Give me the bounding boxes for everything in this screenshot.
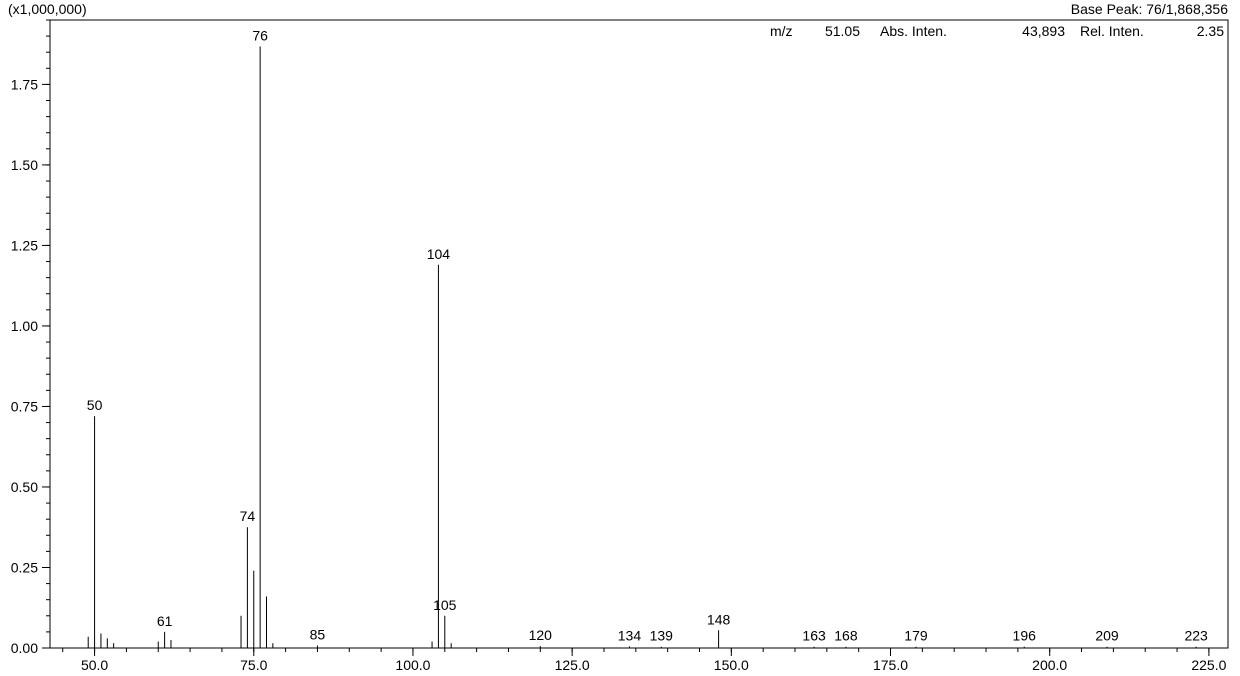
peak-label: 104 [427,246,451,262]
peak-label: 209 [1095,628,1119,644]
mz-value: 51.05 [825,23,860,39]
chart-svg: 0.00 0.25 0.50 0.75 1.00 1.25 1.50 1.75 (x1,000,… [0,0,1240,676]
y-tick-label: 0.00 [11,640,38,656]
peak-label: 105 [433,597,457,613]
peak-label: 223 [1184,628,1208,644]
mz-label: m/z [770,23,793,39]
y-tick-label: 1.75 [11,76,38,92]
x-tick-label: 75.0 [240,657,267,673]
rel-inten-value: 2.35 [1197,23,1224,39]
y-tick-label: 0.25 [11,559,38,575]
peak-label: 120 [529,627,553,643]
x-tick-label: 175.0 [873,657,908,673]
y-tick-label: 0.75 [11,398,38,414]
peak-label: 50 [87,397,103,413]
peak-label: 179 [904,628,928,644]
peak-label: 148 [707,611,731,627]
abs-inten-value: 43,893 [1022,23,1065,39]
abs-inten-label: Abs. Inten. [880,23,947,39]
peak-label: 61 [157,613,173,629]
peak-label: 76 [252,27,268,43]
x-tick-label: 125.0 [555,657,590,673]
y-tick-label: 1.50 [11,157,38,173]
x-tick-label: 225.0 [1191,657,1226,673]
peak-label: 196 [1013,628,1037,644]
y-tick-label: 1.25 [11,237,38,253]
peak-label: 139 [650,628,674,644]
x-tick-label: 50.0 [81,657,108,673]
peak-label: 163 [802,628,826,644]
peak-label: 134 [618,627,642,643]
y-tick-label: 1.00 [11,318,38,334]
peak-label: 168 [834,628,858,644]
x-tick-label: 150.0 [714,657,749,673]
mass-spectrum-chart: 0.00 0.25 0.50 0.75 1.00 1.25 1.50 1.75 (x1,000,… [0,0,1240,676]
x-tick-label: 100.0 [395,657,430,673]
plot-border [50,20,1228,648]
base-peak-label: Base Peak: 76/1,868,356 [1071,1,1228,17]
y-scale-label: (x1,000,000) [8,1,87,17]
x-tick-label: 200.0 [1032,657,1067,673]
peak-label: 74 [240,508,256,524]
peak-label: 85 [310,626,326,642]
y-tick-label: 0.50 [11,479,38,495]
rel-inten-label: Rel. Inten. [1080,23,1144,39]
